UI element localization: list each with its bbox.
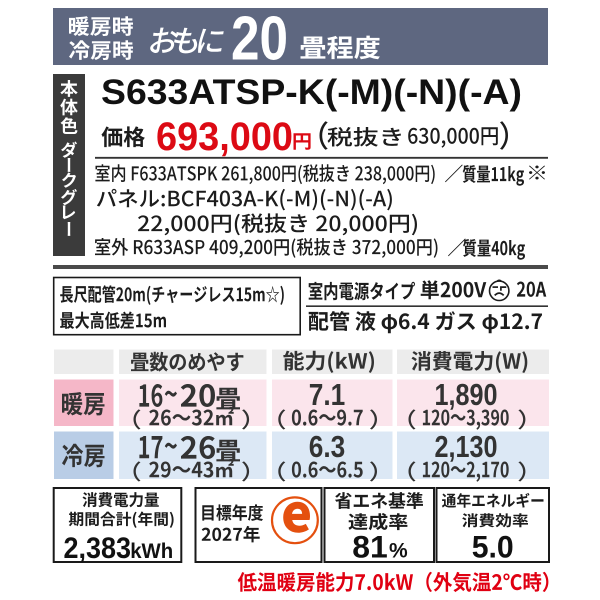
- svg-text:S633ATSP-K(-M)(-N)(-A): S633ATSP-K(-M)(-N)(-A): [101, 73, 522, 112]
- svg-text:%: %: [389, 540, 408, 563]
- svg-text:20: 20: [231, 5, 288, 74]
- svg-text:kWh: kWh: [130, 540, 173, 563]
- svg-text:2,383: 2,383: [64, 532, 132, 565]
- svg-text:5.0: 5.0: [472, 529, 514, 565]
- svg-text:6.3: 6.3: [309, 429, 346, 464]
- svg-text:7.1: 7.1: [309, 377, 346, 412]
- svg-text:2,130: 2,130: [435, 429, 498, 464]
- svg-text:81: 81: [352, 529, 388, 565]
- svg-text:693,000: 693,000: [156, 115, 293, 159]
- svg-text:1,890: 1,890: [435, 377, 498, 412]
